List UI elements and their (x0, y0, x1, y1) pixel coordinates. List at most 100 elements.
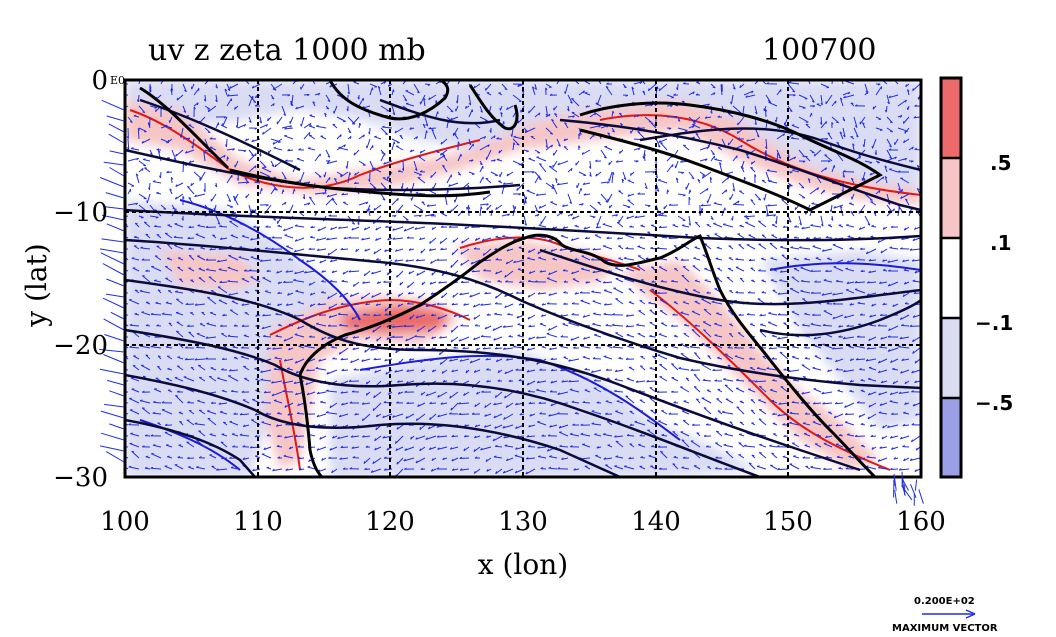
wind-vector-head (800, 279, 804, 282)
wind-vector-head (224, 88, 228, 92)
wind-vector-head (878, 281, 882, 284)
wind-vector-head (287, 413, 291, 416)
plot-area (125, 80, 924, 477)
wind-vector (418, 292, 426, 299)
wind-vector (832, 314, 844, 320)
wind-vector-head (525, 196, 528, 200)
wind-vector (196, 333, 206, 338)
wind-vector-head (585, 105, 588, 108)
wind-vector (825, 270, 833, 272)
wind-vector (284, 435, 294, 439)
wind-vector-head (284, 436, 287, 439)
wind-vector-head (273, 367, 277, 370)
wind-vector (129, 324, 140, 327)
wind-vector (394, 369, 404, 373)
wind-vector (825, 435, 833, 439)
wind-vector-head (778, 402, 782, 405)
wind-vector (813, 336, 822, 340)
wind-vector-head (332, 357, 335, 360)
wind-vector (274, 357, 283, 360)
wind-vector (868, 367, 877, 371)
wind-vector-head (852, 143, 855, 146)
wind-vector-head (805, 236, 809, 240)
wind-vector (219, 281, 228, 284)
wind-vector (593, 313, 602, 316)
wind-vector-head (404, 448, 407, 451)
wind-vector (350, 358, 360, 364)
wind-vector-head (637, 131, 641, 133)
wind-vector-head (860, 379, 864, 381)
wind-vector (589, 125, 601, 129)
wind-vector-head (524, 223, 527, 226)
wind-vector-head (310, 225, 314, 229)
wind-vector-head (352, 222, 355, 225)
wind-vector (799, 247, 811, 250)
wind-vector-head (838, 325, 841, 328)
wind-vector (688, 215, 691, 226)
wind-vector-head (429, 401, 432, 405)
wind-vector (582, 356, 591, 360)
wind-vector-head (605, 400, 609, 402)
wind-vector-head (612, 313, 615, 316)
wind-vector-head (782, 423, 786, 426)
wind-vector (210, 193, 217, 202)
wind-vector-head (750, 409, 754, 412)
wind-vector-head (597, 201, 601, 204)
wind-vector-head (221, 357, 225, 360)
wind-vector (658, 83, 668, 92)
wind-vector (473, 303, 481, 308)
wind-vector-head (854, 125, 858, 128)
wind-vector (517, 335, 525, 338)
wind-vector (658, 226, 668, 229)
wind-vector-head (365, 201, 369, 205)
wind-vector-head (181, 218, 184, 221)
wind-vector-head (858, 323, 861, 325)
wind-vector (131, 148, 140, 151)
wind-vector-head (197, 399, 200, 402)
wind-vector-head (673, 245, 677, 247)
wind-vector-head (905, 198, 908, 201)
wind-vector (528, 336, 536, 340)
wind-vector-head (130, 147, 134, 149)
wind-vector (523, 196, 527, 206)
wind-vector-head (854, 104, 858, 107)
wind-vector-head (175, 184, 178, 187)
wind-vector (463, 446, 470, 452)
wind-vector (495, 347, 503, 350)
wind-vector (704, 243, 712, 250)
wind-vector-head (177, 356, 180, 358)
wind-vector-head (691, 423, 695, 426)
wind-vector-head (867, 223, 871, 226)
wind-vector-head (307, 147, 311, 149)
wind-vector-head (783, 434, 786, 437)
wind-vector-head (135, 202, 139, 206)
wind-vector (260, 369, 272, 373)
wind-vector (506, 171, 514, 177)
wind-vector-head (528, 337, 531, 340)
wind-vector-head (658, 140, 661, 143)
wind-vector (758, 386, 767, 393)
wind-vector-head (285, 159, 288, 162)
wind-vector (197, 400, 206, 404)
wind-vector-head (395, 210, 398, 214)
wind-vector-head (713, 92, 716, 96)
wind-vector (293, 314, 305, 317)
wind-vector-head (371, 168, 375, 171)
wind-vector (633, 147, 641, 151)
wind-vector-head (253, 247, 257, 250)
wind-vector (194, 423, 206, 426)
wind-vector-head (483, 269, 486, 272)
wind-vector (405, 103, 415, 107)
wind-vector-head (744, 176, 746, 180)
wind-vector (135, 173, 140, 184)
wind-vector-head (556, 182, 560, 186)
wind-vector-head (722, 410, 725, 413)
wind-vector-head (789, 171, 793, 174)
wind-vector (144, 167, 151, 173)
wind-vector-head (316, 238, 319, 241)
wind-vector-head (832, 316, 835, 320)
wind-vector-head (288, 347, 291, 351)
wind-vector (897, 188, 903, 195)
wind-vector-head (394, 259, 398, 262)
wind-vector-head (923, 202, 924, 204)
